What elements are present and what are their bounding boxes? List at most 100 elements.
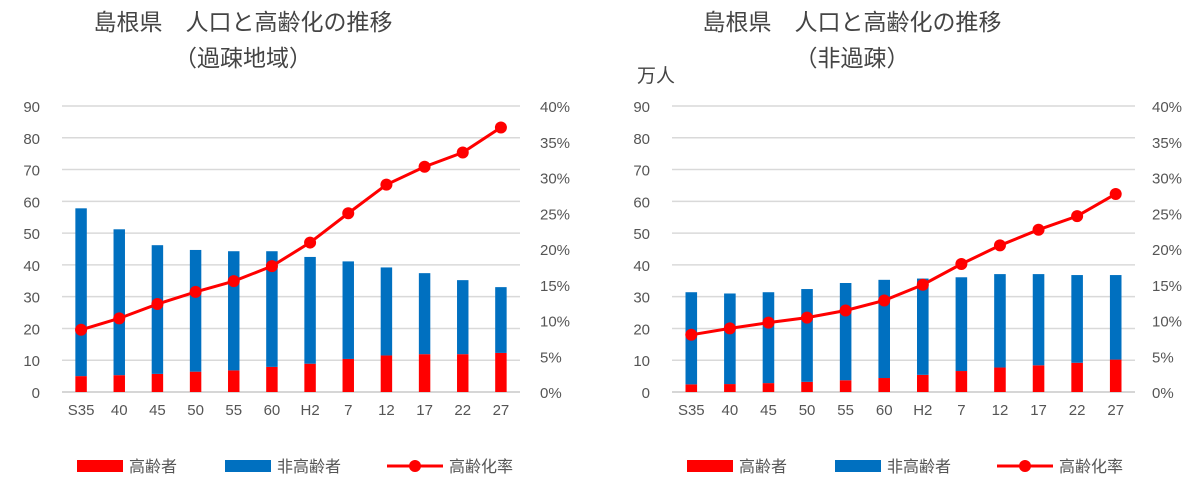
x-tick-label: 27 (1107, 402, 1124, 419)
x-tick-label: 12 (992, 402, 1009, 419)
bar-elderly (457, 354, 469, 392)
marker-aging-rate (113, 312, 126, 325)
bar-elderly (380, 355, 393, 392)
legend-swatch-non-elderly (835, 460, 881, 472)
legend-label-elderly: 高齢者 (129, 457, 177, 476)
x-tick-label: 17 (1030, 402, 1047, 419)
y-tick-label: 90 (633, 99, 650, 116)
bar-elderly (955, 371, 968, 392)
legend-marker-aging-rate (1019, 460, 1031, 472)
bar-elderly (75, 376, 87, 392)
x-tick-label: 60 (264, 402, 281, 419)
y2-tick-label: 25% (540, 206, 570, 223)
bar-non-elderly (1032, 274, 1045, 366)
marker-aging-rate (993, 239, 1006, 252)
x-tick-label: 22 (454, 402, 471, 419)
bar-non-elderly (994, 274, 1006, 368)
legend-label-aging-rate: 高齢化率 (449, 457, 513, 476)
line-aging-rate (691, 192, 1117, 337)
x-tick-label: 60 (876, 402, 893, 419)
bar-non-elderly (189, 249, 202, 372)
y-tick-label: 70 (633, 163, 650, 180)
bar-elderly (228, 370, 240, 392)
y2-tick-label: 10% (540, 314, 570, 331)
marker-aging-rate (685, 328, 698, 341)
bar-non-elderly (1071, 275, 1083, 363)
bar-non-elderly (418, 273, 431, 355)
bar-elderly (304, 363, 316, 392)
bar-non-elderly (457, 280, 469, 355)
bar-elderly (189, 371, 202, 392)
y-tick-label: 50 (23, 226, 40, 243)
marker-aging-rate (151, 298, 164, 311)
x-tick-label: 27 (493, 402, 510, 419)
bar-non-elderly (801, 289, 813, 382)
x-tick-label: H2 (913, 402, 932, 419)
bar-elderly (342, 358, 354, 392)
marker-aging-rate (801, 311, 814, 324)
bar-non-elderly (762, 292, 775, 384)
marker-aging-rate (955, 258, 968, 271)
bar-elderly (151, 373, 164, 392)
y2-tick-label: 0% (540, 385, 562, 402)
bar-non-elderly (228, 251, 240, 371)
marker-aging-rate (1109, 187, 1122, 200)
x-tick-label: 12 (378, 402, 395, 419)
y-tick-label: 10 (633, 353, 650, 370)
bar-elderly (266, 366, 278, 392)
y2-tick-label: 0% (1152, 385, 1174, 402)
x-tick-label: S35 (678, 402, 705, 419)
bar-non-elderly (917, 278, 929, 375)
legend-label-non-elderly: 非高齢者 (277, 457, 341, 476)
y2-tick-label: 30% (1152, 171, 1182, 188)
y2-tick-label: 40% (1152, 99, 1182, 116)
x-tick-label: 7 (344, 402, 352, 419)
legend-swatch-elderly (687, 460, 733, 472)
legend-label-aging-rate: 高齢化率 (1059, 457, 1123, 476)
y-tick-label: 50 (633, 226, 650, 243)
bar-non-elderly (724, 293, 736, 385)
y-tick-label: 80 (633, 131, 650, 148)
x-tick-label: H2 (300, 402, 319, 419)
x-tick-label: 55 (837, 402, 854, 419)
marker-aging-rate (494, 121, 507, 134)
x-tick-label: 50 (187, 402, 204, 419)
y2-tick-label: 5% (1152, 349, 1174, 366)
marker-aging-rate (916, 278, 929, 291)
marker-aging-rate (878, 294, 891, 307)
legend-marker-aging-rate (409, 460, 421, 472)
y2-tick-label: 15% (540, 278, 570, 295)
y2-tick-label: 35% (1152, 135, 1182, 152)
bar-elderly (917, 374, 929, 392)
bar-elderly (1032, 365, 1045, 392)
x-tick-label: 7 (957, 402, 965, 419)
y-tick-label: 70 (23, 163, 40, 180)
x-tick-label: 17 (416, 402, 433, 419)
x-tick-label: S35 (68, 402, 95, 419)
bar-non-elderly (380, 267, 393, 356)
bar-non-elderly (304, 256, 316, 364)
marker-aging-rate (418, 160, 431, 173)
legend-label-elderly: 高齢者 (739, 457, 787, 476)
bar-elderly (762, 383, 775, 392)
chart-title: 島根県 人口と高齢化の推移 (94, 10, 393, 36)
bar-elderly (878, 378, 890, 392)
line-aging-rate (80, 126, 502, 332)
y-tick-label: 30 (633, 290, 650, 307)
marker-aging-rate (456, 146, 469, 159)
y-tick-label: 40 (23, 258, 40, 275)
chart-subtitle: （非過疎） (795, 46, 910, 72)
bar-elderly (113, 375, 125, 392)
y2-tick-label: 30% (540, 171, 570, 188)
y-tick-label: 90 (23, 99, 40, 116)
legend-swatch-elderly (77, 460, 123, 472)
bar-elderly (801, 381, 813, 392)
marker-aging-rate (762, 316, 775, 329)
y-tick-label: 60 (23, 194, 40, 211)
x-tick-label: 40 (722, 402, 739, 419)
y2-tick-label: 10% (1152, 314, 1182, 331)
legend-label-non-elderly: 非高齢者 (887, 457, 951, 476)
legend-swatch-non-elderly (225, 460, 271, 472)
